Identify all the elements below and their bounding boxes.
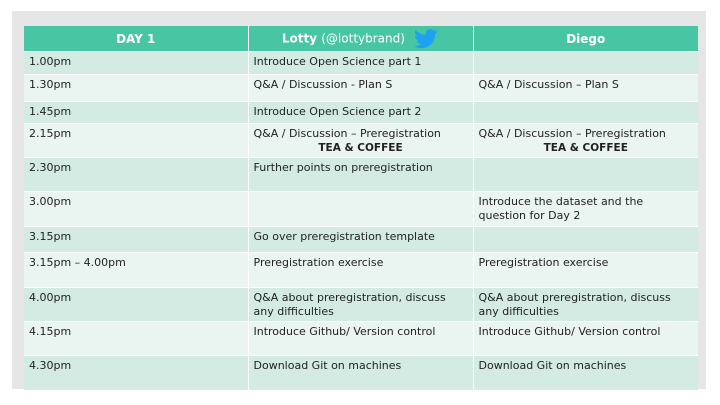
- schedule-table: DAY 1 Lotty (@lottybrand) Diego 1.00pm I…: [24, 26, 698, 390]
- cell-diego: Introduce the dataset and the question f…: [473, 191, 698, 227]
- cell-lotty-text: Introduce Github/ Version control: [253, 325, 436, 338]
- cell-lotty: Go over preregistration template: [248, 226, 474, 253]
- cell-diego: [473, 226, 698, 253]
- cell-diego: Download Git on machines: [473, 355, 698, 390]
- header-lotty-name: Lotty: [281, 31, 318, 45]
- cell-lotty-text: Q&A / Discussion - Plan S: [253, 78, 393, 91]
- cell-lotty: Introduce Open Science part 1: [248, 51, 474, 75]
- table-row: 4.15pm Introduce Github/ Version control…: [24, 321, 698, 356]
- cell-diego: Q&A / Discussion – Preregistration TEA &…: [473, 123, 698, 158]
- cell-time: 4.30pm: [24, 355, 249, 390]
- header-diego: Diego: [473, 26, 698, 52]
- twitter-bird-icon: [414, 28, 438, 48]
- cell-diego: Introduce Github/ Version control: [473, 321, 698, 356]
- table-row: 2.30pm Further points on preregistration: [24, 157, 698, 192]
- cell-lotty-text: Introduce Open Science part 2: [253, 105, 422, 118]
- cell-diego-text: Introduce the dataset and the question f…: [478, 195, 644, 222]
- cell-time: 1.45pm: [24, 101, 249, 124]
- cell-lotty-text: Preregistration exercise: [253, 256, 384, 269]
- tea-coffee-label: TEA & COFFEE: [318, 142, 403, 154]
- table-row: 4.00pm Q&A about preregistration, discus…: [24, 287, 698, 322]
- cell-diego-text: Q&A / Discussion – Preregistration: [478, 127, 666, 140]
- cell-time: 2.30pm: [24, 157, 249, 192]
- cell-diego: Q&A / Discussion – Plan S: [473, 74, 698, 102]
- cell-diego-text: Download Git on machines: [478, 359, 627, 372]
- cell-time: 2.15pm: [24, 123, 249, 158]
- cell-lotty: Q&A about preregistration, discuss any d…: [248, 287, 474, 322]
- cell-lotty-text: Go over preregistration template: [253, 230, 435, 243]
- cell-diego-text: Q&A / Discussion – Plan S: [478, 78, 619, 91]
- cell-lotty-text: Q&A about preregistration, discuss any d…: [253, 291, 446, 318]
- table-row: 4.30pm Download Git on machines Download…: [24, 355, 698, 390]
- cell-time: 3.15pm – 4.00pm: [24, 252, 249, 288]
- cell-lotty: Introduce Open Science part 2: [248, 101, 474, 124]
- cell-diego-text: Q&A about preregistration, discuss any d…: [478, 291, 671, 318]
- cell-diego: [473, 157, 698, 192]
- cell-lotty: Q&A / Discussion - Plan S: [248, 74, 474, 102]
- cell-lotty-text: Download Git on machines: [253, 359, 402, 372]
- table-row: 3.15pm Go over preregistration template: [24, 226, 698, 253]
- cell-lotty: Introduce Github/ Version control: [248, 321, 474, 356]
- cell-time: 1.00pm: [24, 51, 249, 75]
- cell-diego-text: Preregistration exercise: [478, 256, 609, 269]
- cell-lotty-text: Q&A / Discussion – Preregistration: [253, 127, 441, 140]
- header-lotty-handle: (@lottybrand): [321, 31, 405, 45]
- header-day: DAY 1: [24, 26, 249, 52]
- table-header-row: DAY 1 Lotty (@lottybrand) Diego: [24, 26, 698, 52]
- tea-coffee-label: TEA & COFFEE: [543, 142, 628, 154]
- table-row: 1.30pm Q&A / Discussion - Plan S Q&A / D…: [24, 74, 698, 102]
- table-row: 2.15pm Q&A / Discussion – Preregistratio…: [24, 123, 698, 158]
- cell-time: 4.00pm: [24, 287, 249, 322]
- header-lotty: Lotty (@lottybrand): [248, 26, 474, 52]
- cell-time: 3.00pm: [24, 191, 249, 227]
- table-row: 3.15pm – 4.00pm Preregistration exercise…: [24, 252, 698, 288]
- cell-lotty: [248, 191, 474, 227]
- cell-time: 4.15pm: [24, 321, 249, 356]
- header-day-label: DAY 1: [116, 31, 156, 46]
- table-row: 1.00pm Introduce Open Science part 1: [24, 51, 698, 75]
- cell-lotty-text: Further points on preregistration: [253, 161, 433, 174]
- header-diego-label: Diego: [566, 31, 606, 46]
- cell-lotty: Further points on preregistration: [248, 157, 474, 192]
- cell-diego: Preregistration exercise: [473, 252, 698, 288]
- cell-diego-text: Introduce Github/ Version control: [478, 325, 661, 338]
- cell-lotty: Preregistration exercise: [248, 252, 474, 288]
- cell-lotty-text: Introduce Open Science part 1: [253, 55, 422, 68]
- cell-diego: [473, 51, 698, 75]
- cell-time: 1.30pm: [24, 74, 249, 102]
- cell-diego: Q&A about preregistration, discuss any d…: [473, 287, 698, 322]
- table-row: 1.45pm Introduce Open Science part 2: [24, 101, 698, 124]
- cell-lotty: Download Git on machines: [248, 355, 474, 390]
- cell-diego: [473, 101, 698, 124]
- cell-time: 3.15pm: [24, 226, 249, 253]
- table-row: 3.00pm Introduce the dataset and the que…: [24, 191, 698, 227]
- cell-lotty: Q&A / Discussion – Preregistration TEA &…: [248, 123, 474, 158]
